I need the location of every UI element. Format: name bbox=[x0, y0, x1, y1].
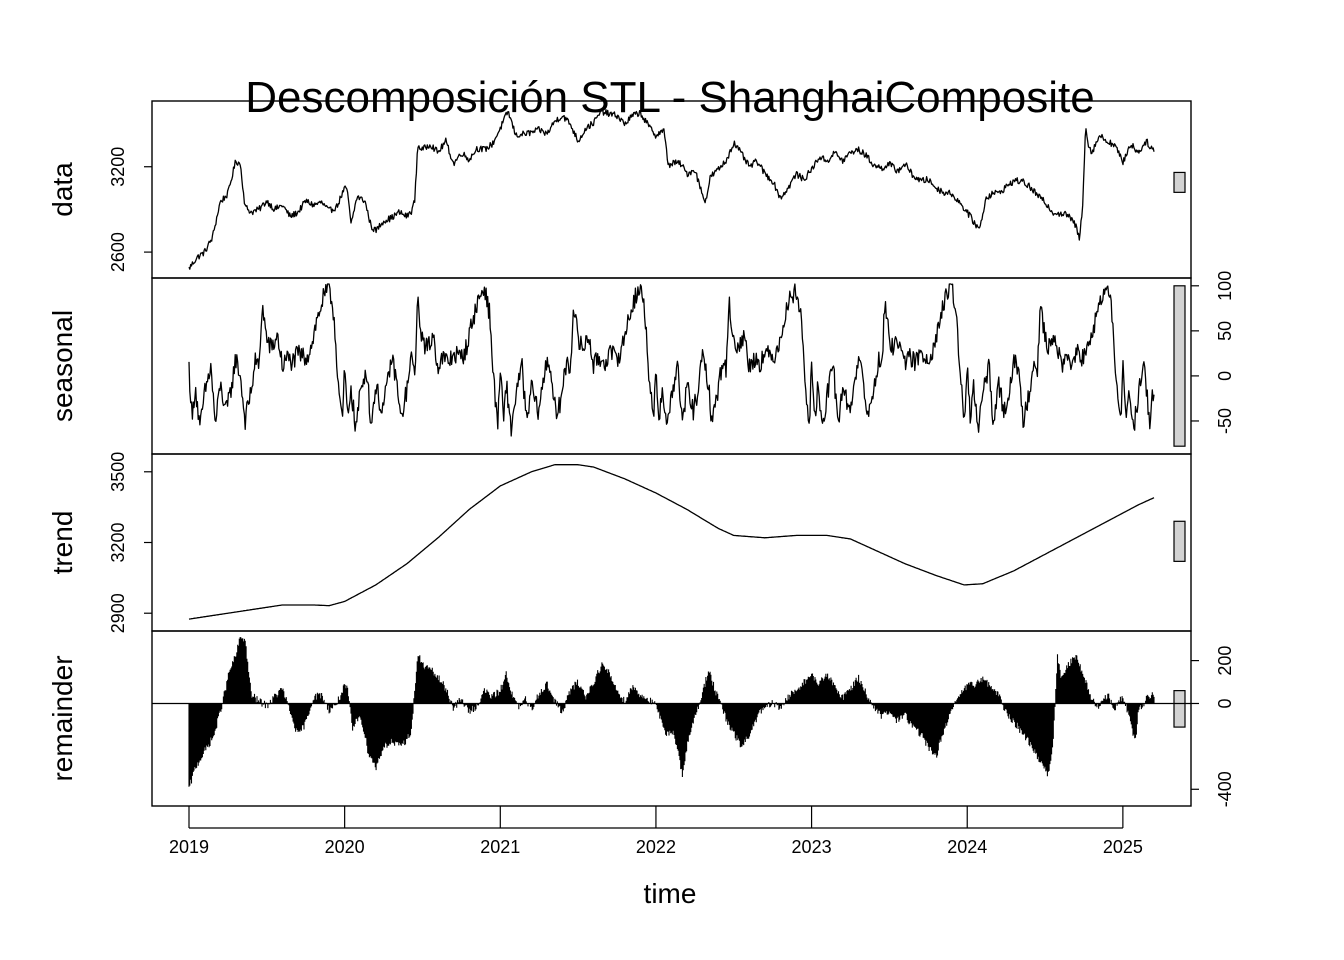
scale-bar-data bbox=[1173, 171, 1186, 193]
scale-bar-remainder bbox=[1173, 690, 1186, 728]
y-tick-label: -400 bbox=[1215, 771, 1235, 807]
x-tick-label: 2019 bbox=[169, 837, 209, 857]
panel-label-trend: trend bbox=[47, 511, 78, 575]
y-tick-label: 3200 bbox=[108, 147, 128, 187]
series-trend bbox=[188, 464, 1155, 620]
y-tick-label: 0 bbox=[1215, 698, 1235, 708]
panels: data 2600 3200 seasonal -50 0 50 100 trend 2900 32… bbox=[47, 100, 1235, 807]
panel-frame bbox=[151, 630, 1192, 807]
y-tick-label: 100 bbox=[1215, 271, 1235, 301]
scale-bar-seasonal bbox=[1173, 285, 1186, 447]
x-tick-label: 2021 bbox=[480, 837, 520, 857]
x-tick-label: 2024 bbox=[947, 837, 987, 857]
panel-label-remainder: remainder bbox=[47, 655, 78, 781]
y-tick-label: 2900 bbox=[108, 593, 128, 633]
series-seasonal bbox=[188, 283, 1155, 437]
x-axis: 2019 2020 2021 2022 2023 2024 2025 bbox=[169, 806, 1143, 857]
y-tick-label: -50 bbox=[1215, 408, 1235, 434]
y-tick-label: 2600 bbox=[108, 232, 128, 272]
x-tick-label: 2025 bbox=[1103, 837, 1143, 857]
scale-bar-trend bbox=[1173, 520, 1186, 562]
x-tick-label: 2023 bbox=[792, 837, 832, 857]
panel-seasonal: seasonal -50 0 50 100 bbox=[47, 271, 1235, 455]
chart-title: Descomposición STL - ShanghaiComposite bbox=[245, 73, 1094, 122]
x-tick-label: 2020 bbox=[325, 837, 365, 857]
series-data bbox=[188, 108, 1155, 270]
y-tick-label: 0 bbox=[1215, 371, 1235, 381]
x-axis-label: time bbox=[644, 878, 697, 909]
panel-remainder: remainder -400 0 200 bbox=[47, 630, 1235, 807]
panel-label-data: data bbox=[47, 162, 78, 217]
panel-trend: trend 2900 3200 3500 bbox=[47, 452, 1192, 633]
y-tick-label: 200 bbox=[1215, 646, 1235, 676]
series-remainder bbox=[188, 637, 1155, 787]
x-tick-label: 2022 bbox=[636, 837, 676, 857]
y-tick-label: 3500 bbox=[108, 452, 128, 492]
panel-label-seasonal: seasonal bbox=[47, 310, 78, 422]
y-tick-label: 50 bbox=[1215, 321, 1235, 341]
panel-data: data 2600 3200 bbox=[47, 100, 1192, 279]
y-tick-label: 3200 bbox=[108, 522, 128, 562]
